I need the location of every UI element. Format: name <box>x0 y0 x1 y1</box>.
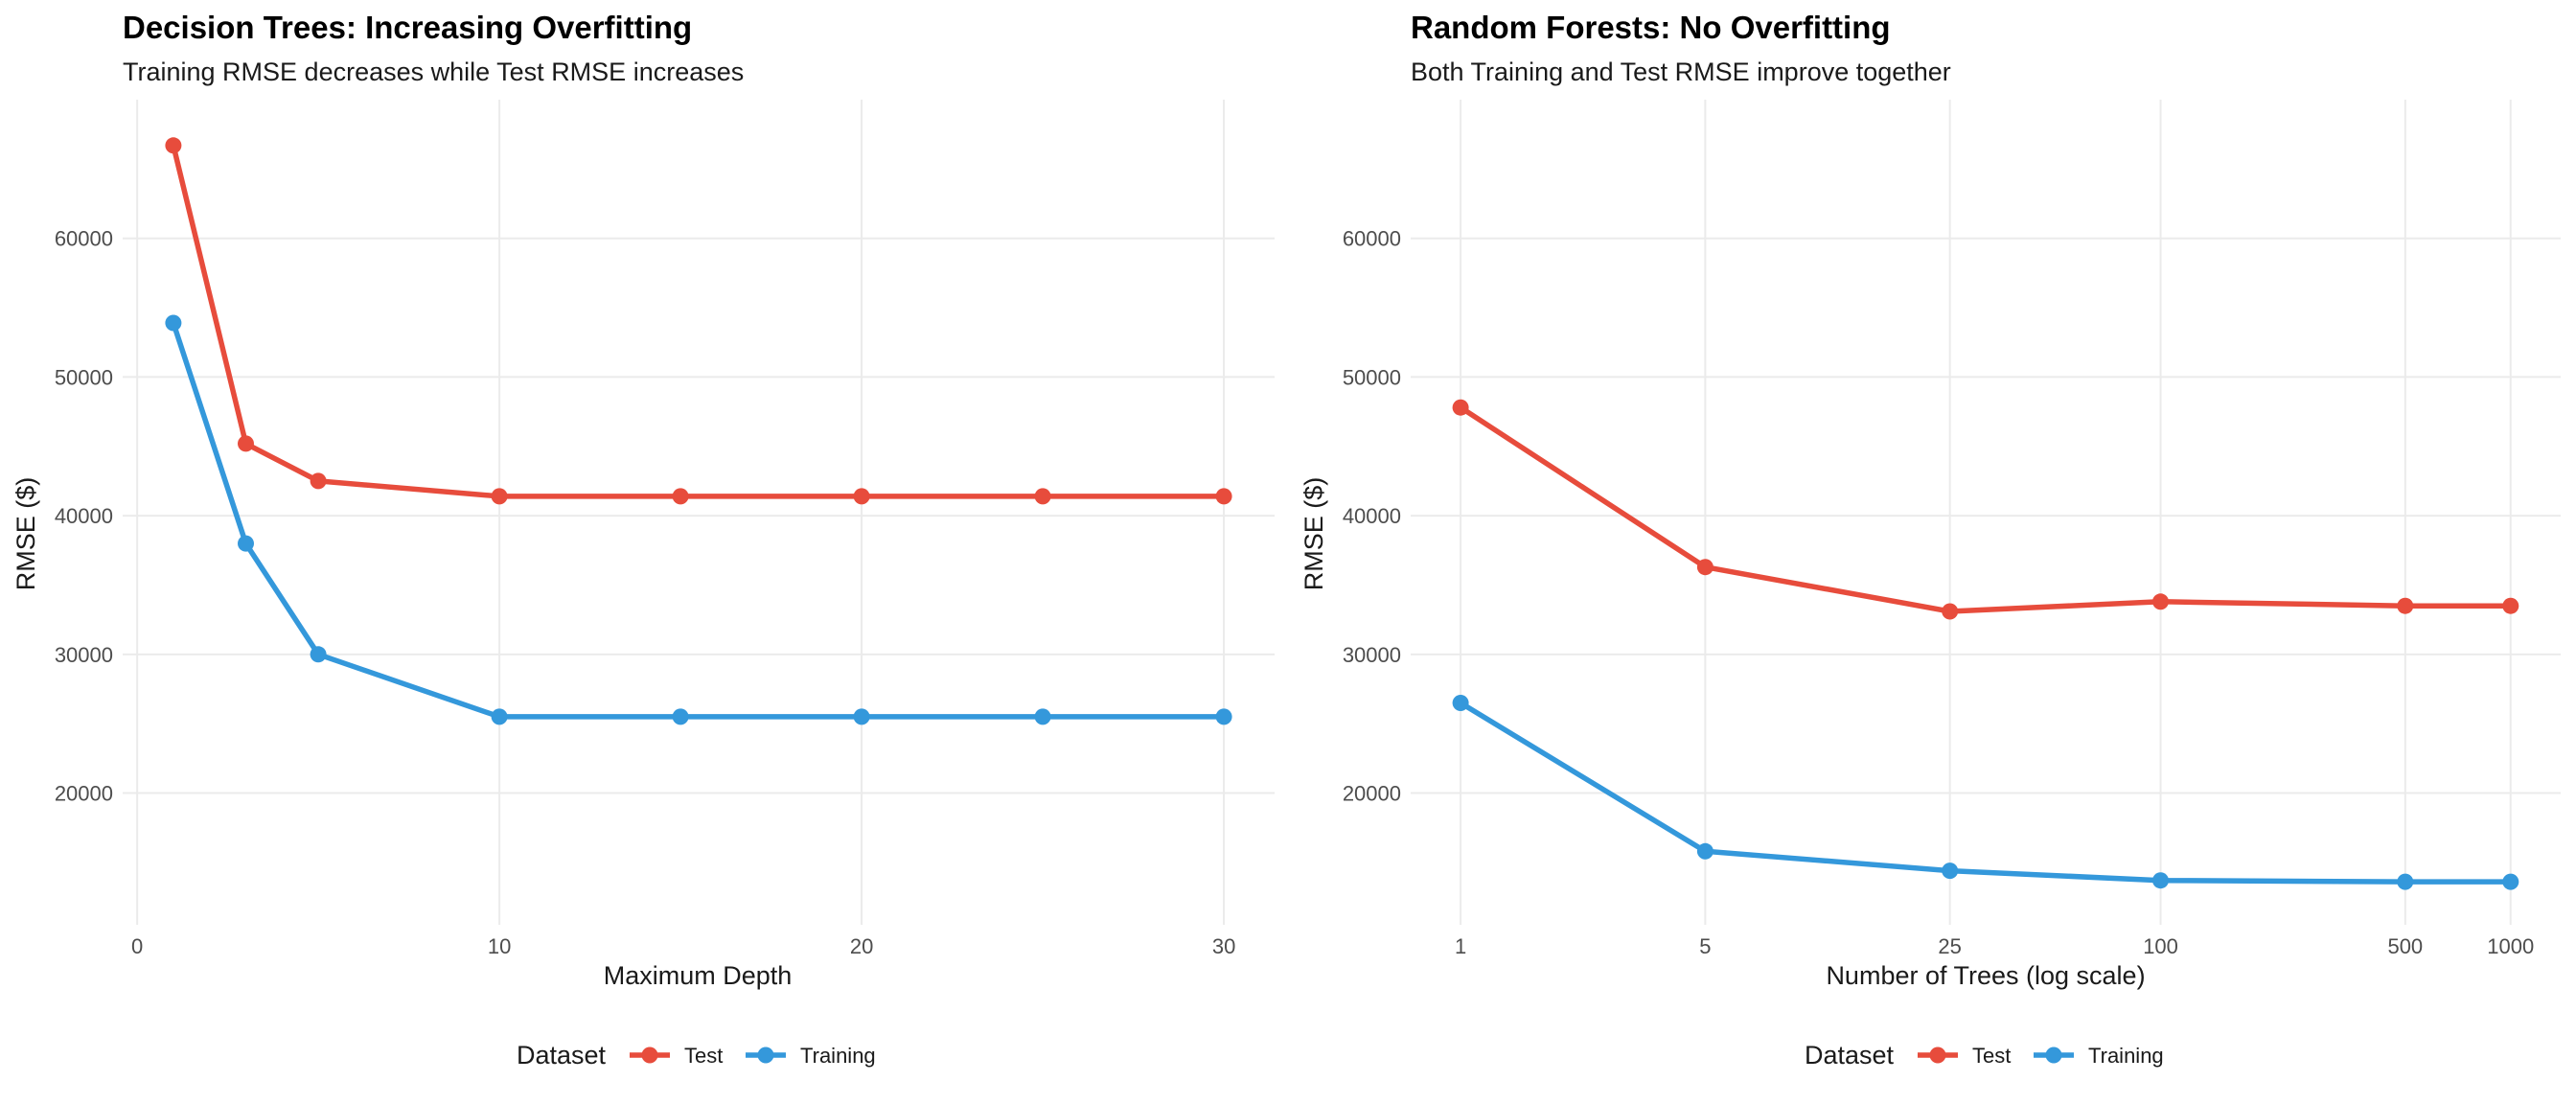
points-layer <box>1452 399 2519 890</box>
y-tick-label: 50000 <box>55 365 113 389</box>
data-point-training <box>2397 873 2414 890</box>
plot-area <box>1411 100 2561 925</box>
series-layer <box>1459 404 2511 885</box>
legend-title: Dataset <box>517 1041 607 1070</box>
data-point-training <box>1452 695 1469 711</box>
points-layer <box>165 137 1232 725</box>
x-tick-labels: 1 5 25 100 500 1000 <box>1455 934 2534 958</box>
data-point-test <box>1215 488 1232 505</box>
y-tick-label: 50000 <box>1343 365 1401 389</box>
x-tick-label: 30 <box>1212 934 1235 958</box>
legend-label-training: Training <box>2088 1044 2164 1068</box>
x-tick-label: 10 <box>488 934 511 958</box>
y-tick-label: 20000 <box>1343 782 1401 806</box>
x-tick-labels: 0 10 20 30 <box>131 934 1235 958</box>
legend-title: Dataset <box>1805 1041 1895 1070</box>
x-tick-label: 1000 <box>2487 934 2534 958</box>
legend-key-training-point <box>757 1046 774 1064</box>
chart-title: Random Forests: No Overfitting <box>1411 10 1891 45</box>
x-tick-label: 25 <box>1938 934 1961 958</box>
data-point-training <box>1034 708 1051 725</box>
data-point-training <box>853 708 870 725</box>
legend-label-test: Test <box>684 1044 723 1068</box>
data-point-test <box>2397 597 2414 614</box>
legend: Dataset Test Training <box>517 1041 876 1070</box>
data-point-test <box>672 488 689 505</box>
legend-key-test-point <box>641 1046 658 1064</box>
y-tick-label: 40000 <box>55 504 113 528</box>
y-tick-label: 20000 <box>55 782 113 806</box>
data-point-training <box>310 646 327 663</box>
chart-subtitle: Training RMSE decreases while Test RMSE … <box>123 58 744 86</box>
data-point-training <box>1696 842 1714 860</box>
x-tick-label: 5 <box>1699 934 1711 958</box>
x-tick-label: 100 <box>2143 934 2178 958</box>
y-tick-label: 40000 <box>1343 504 1401 528</box>
y-tick-label: 60000 <box>55 227 113 251</box>
data-point-training <box>165 314 182 332</box>
grid-layer <box>123 100 1275 925</box>
data-point-training <box>1215 708 1232 725</box>
data-point-test <box>1942 603 1959 620</box>
data-point-training <box>491 708 508 725</box>
data-point-test <box>165 137 182 154</box>
data-point-training <box>2502 873 2519 890</box>
y-axis-title: RMSE ($) <box>12 477 40 591</box>
series-line-test <box>171 145 1225 499</box>
data-point-test <box>310 472 327 490</box>
data-point-training <box>672 708 689 725</box>
data-point-training <box>2152 872 2169 889</box>
plot-area <box>123 100 1275 925</box>
series-layer <box>171 145 1225 720</box>
panel-decision-trees: Decision Trees: Increasing Overfitting T… <box>12 10 1275 1070</box>
legend-label-training: Training <box>800 1044 876 1068</box>
data-point-test <box>1452 399 1469 416</box>
grid-layer <box>1411 100 2561 925</box>
legend-label-test: Test <box>1972 1044 2011 1068</box>
data-point-test <box>2152 593 2169 610</box>
chart-subtitle: Both Training and Test RMSE improve toge… <box>1411 58 1951 86</box>
y-axis-title: RMSE ($) <box>1300 477 1328 591</box>
x-tick-label: 20 <box>850 934 873 958</box>
chart-title: Decision Trees: Increasing Overfitting <box>123 10 692 45</box>
series-line-training <box>1459 701 2511 885</box>
data-point-test <box>853 488 870 505</box>
x-tick-label: 0 <box>131 934 143 958</box>
legend-key-training-point <box>2045 1046 2062 1064</box>
x-tick-label: 500 <box>2387 934 2423 958</box>
y-tick-labels: 20000 30000 40000 50000 60000 <box>55 227 113 806</box>
data-point-training <box>238 535 254 552</box>
legend-key-test-point <box>1929 1046 1946 1064</box>
y-tick-label: 30000 <box>1343 643 1401 667</box>
x-axis-title: Number of Trees (log scale) <box>1826 961 2145 990</box>
y-tick-labels: 20000 30000 40000 50000 60000 <box>1343 227 1401 806</box>
x-tick-label: 1 <box>1455 934 1466 958</box>
series-line-test <box>1459 404 2511 614</box>
data-point-test <box>2502 597 2519 614</box>
data-point-test <box>238 435 254 452</box>
data-point-training <box>1942 862 1959 880</box>
legend: Dataset Test Training <box>1805 1041 2164 1070</box>
panel-random-forests: Random Forests: No Overfitting Both Trai… <box>1300 10 2561 1070</box>
series-line-training <box>171 322 1225 720</box>
data-point-test <box>1034 488 1051 505</box>
y-tick-label: 30000 <box>55 643 113 667</box>
data-point-test <box>1696 559 1714 576</box>
y-tick-label: 60000 <box>1343 227 1401 251</box>
x-axis-title: Maximum Depth <box>604 961 793 990</box>
data-point-test <box>491 488 508 505</box>
